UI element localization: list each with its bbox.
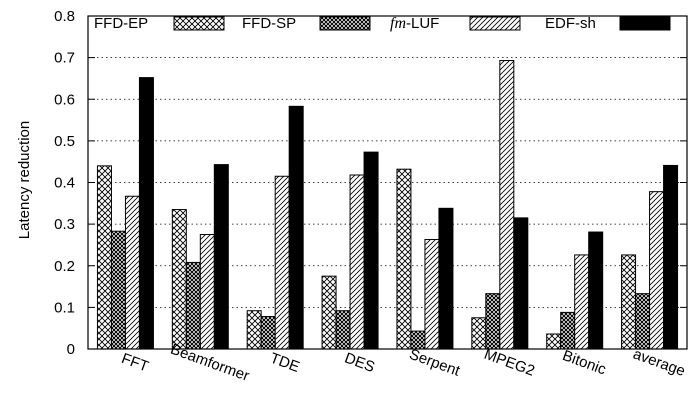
y-axis-label: Latency reduction <box>16 121 33 239</box>
x-tick-label: Serpent <box>407 346 463 380</box>
y-tick-label: 0.8 <box>54 8 75 25</box>
bar-ffd-sp-beamformer <box>185 261 201 350</box>
bar-fm-luf-beamformer <box>199 234 215 350</box>
x-tick-label: DES <box>342 350 377 377</box>
y-tick-label: 0.7 <box>54 50 75 67</box>
bar-fm-luf-mpeg2 <box>499 60 515 350</box>
bars <box>96 60 679 350</box>
bar-ffd-sp-average <box>635 293 651 350</box>
bar-ffd-ep-serpent <box>396 168 412 350</box>
bar-edf-sh-tde <box>288 105 304 350</box>
legend-label-edf-sh: EDF-sh <box>545 15 596 32</box>
y-tick-label: 0.3 <box>54 216 75 233</box>
bar-ffd-sp-mpeg2 <box>485 293 501 350</box>
bar-fm-luf-average <box>649 191 665 350</box>
bar-fm-luf-tde <box>274 175 290 350</box>
legend-swatch-edf-sh <box>619 16 671 31</box>
y-tick-label: 0.2 <box>54 258 75 275</box>
y-tick-label: 0.1 <box>54 299 75 316</box>
bar-fm-luf-bitonic <box>574 254 590 350</box>
y-axis-ticks: 0 0.1 0.2 0.3 0.4 0.5 0.6 0.7 0.8 <box>54 8 687 358</box>
x-tick-label: MPEG2 <box>482 346 537 380</box>
bar-ffd-ep-tde <box>246 310 262 350</box>
legend-label-ffd-sp: FFD-SP <box>242 15 296 32</box>
y-tick-label: 0.5 <box>54 133 75 150</box>
legend-swatch-ffd-ep <box>173 16 225 31</box>
x-tick-label: TDE <box>268 350 302 376</box>
bar-ffd-sp-bitonic <box>560 311 576 350</box>
bar-ffd-ep-beamformer <box>171 209 187 350</box>
bar-ffd-ep-bitonic <box>546 333 562 350</box>
legend: FFD-EP FFD-SP fm-LUF EDF-sh <box>94 15 671 32</box>
bar-ffd-ep-des <box>321 275 337 350</box>
y-tick-label: 0 <box>67 341 75 358</box>
legend-label-fm-luf: fm-LUF <box>390 15 439 32</box>
bar-edf-sh-mpeg2 <box>513 217 529 350</box>
x-tick-label: FFT <box>119 350 151 375</box>
x-tick-label: average <box>631 346 688 381</box>
bar-edf-sh-des <box>363 151 379 350</box>
bar-edf-sh-beamformer <box>213 164 229 350</box>
bar-ffd-sp-fft <box>110 230 126 350</box>
bar-fm-luf-serpent <box>424 239 440 350</box>
bar-ffd-sp-tde <box>260 316 276 350</box>
bar-fm-luf-des <box>349 174 365 350</box>
legend-swatch-fm-luf <box>469 16 521 31</box>
bar-edf-sh-serpent <box>438 207 454 350</box>
y-tick-label: 0.4 <box>54 175 75 192</box>
legend-label-ffd-ep: FFD-EP <box>94 15 148 32</box>
bar-ffd-ep-average <box>621 254 637 350</box>
bar-edf-sh-average <box>663 164 679 350</box>
y-tick-label: 0.6 <box>54 91 75 108</box>
bar-edf-sh-bitonic <box>588 231 604 350</box>
bar-ffd-sp-des <box>335 310 351 350</box>
bar-ffd-ep-mpeg2 <box>471 317 487 350</box>
bar-fm-luf-fft <box>124 195 140 350</box>
bar-edf-sh-fft <box>138 77 154 350</box>
legend-swatch-ffd-sp <box>319 16 371 31</box>
bar-ffd-ep-fft <box>96 165 112 350</box>
x-tick-label: Bitonic <box>560 347 609 379</box>
